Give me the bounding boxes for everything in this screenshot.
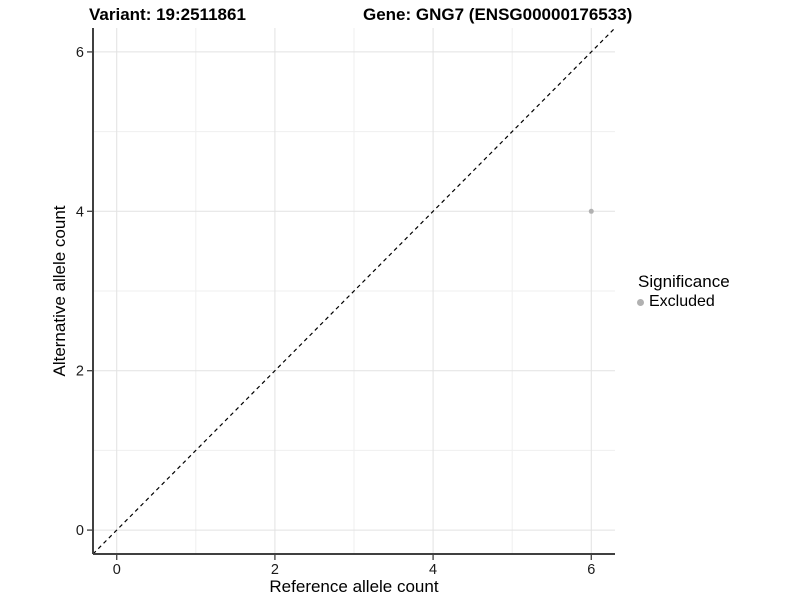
x-tick-label: 0 — [113, 562, 121, 578]
plot-title-variant: Variant: 19:2511861 — [89, 5, 246, 24]
y-tick-label: 0 — [76, 523, 84, 539]
data-point — [588, 208, 594, 214]
legend-title: Significance — [638, 272, 730, 291]
y-axis-title: Alternative allele count — [50, 205, 69, 377]
y-tick-label: 4 — [76, 204, 84, 220]
y-tick-label: 6 — [76, 45, 84, 61]
legend-item-label: Excluded — [649, 293, 715, 310]
x-tick-label: 2 — [271, 562, 279, 578]
x-tick-label: 4 — [429, 562, 437, 578]
plot-title-gene: Gene: GNG7 (ENSG00000176533) — [363, 5, 633, 24]
legend-point-icon — [637, 298, 644, 306]
x-tick-label: 6 — [587, 562, 595, 578]
identity-line — [92, 27, 616, 555]
legend: Significance Excluded — [630, 272, 730, 311]
legend-item-excluded: Excluded — [630, 293, 730, 311]
x-axis-title: Reference allele count — [269, 577, 439, 596]
y-tick-label: 2 — [76, 364, 84, 380]
